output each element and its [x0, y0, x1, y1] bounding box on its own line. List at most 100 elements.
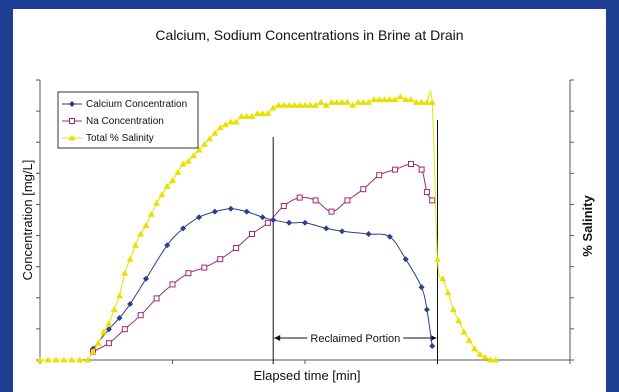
point-salinity [434, 255, 441, 262]
point-sodium [429, 197, 436, 204]
point-salinity [179, 160, 187, 167]
point-salinity [222, 121, 229, 128]
point-calcium [211, 208, 218, 215]
point-salinity [211, 129, 219, 136]
point-salinity [253, 110, 261, 117]
point-calcium [339, 228, 346, 235]
point-salinity [449, 306, 457, 313]
point-salinity [375, 96, 383, 103]
legend-label-calcium: Calcium Concentration [86, 99, 187, 110]
point-salinity [428, 98, 436, 105]
point-sodium [105, 340, 112, 347]
point-salinity [333, 98, 341, 105]
point-salinity [285, 101, 293, 108]
point-calcium [286, 219, 293, 226]
legend-marker-calcium [69, 101, 75, 107]
point-calcium [302, 219, 308, 226]
point-salinity [301, 101, 309, 108]
series-layer [36, 90, 500, 363]
reclaimed-arrowhead-left [274, 335, 281, 341]
point-salinity [206, 135, 214, 142]
chart-title: Calcium, Sodium Concentrations in Brine … [155, 27, 464, 43]
point-salinity [126, 255, 134, 262]
point-calcium [127, 301, 134, 307]
point-salinity [349, 101, 357, 108]
point-calcium [180, 225, 187, 232]
legend-marker-salinity [68, 134, 76, 141]
point-salinity [121, 269, 129, 276]
point-sodium [280, 203, 287, 209]
point-salinity [481, 353, 489, 360]
point-salinity [44, 356, 52, 363]
point-calcium [116, 315, 123, 321]
point-salinity [476, 350, 484, 357]
point-salinity [402, 96, 410, 103]
legend-marker-sodium [69, 118, 75, 124]
point-salinity [418, 98, 426, 105]
point-sodium [233, 245, 240, 251]
point-calcium [196, 214, 202, 221]
reclaimed-arrowhead-right [430, 335, 437, 341]
point-salinity [116, 292, 123, 299]
point-sodium [217, 256, 224, 263]
point-salinity [492, 356, 500, 363]
point-salinity [306, 101, 314, 108]
point-salinity [280, 101, 288, 108]
point-calcium [402, 256, 409, 263]
point-salinity [190, 152, 198, 159]
point-calcium [429, 343, 436, 349]
point-salinity [365, 98, 373, 105]
reclaimed-portion: Reclaimed Portion [272, 120, 438, 364]
point-salinity [407, 96, 415, 103]
point-salinity [137, 230, 145, 237]
point-sodium [312, 197, 319, 204]
y-ticks-left [36, 79, 40, 361]
point-calcium [164, 242, 171, 249]
point-calcium [386, 233, 393, 240]
y-axis-label: Concentration [mg/L] [20, 160, 35, 281]
point-calcium [423, 306, 430, 313]
point-sodium [376, 172, 383, 179]
point-salinity [460, 328, 468, 335]
point-salinity [142, 222, 150, 229]
point-calcium [365, 231, 372, 237]
point-salinity [259, 110, 267, 117]
point-salinity [296, 101, 304, 108]
point-salinity [264, 110, 272, 117]
point-salinity [52, 356, 60, 363]
point-salinity [338, 98, 346, 105]
point-sodium [249, 231, 255, 237]
legend-box [57, 91, 199, 149]
point-salinity [105, 320, 113, 327]
point-salinity [100, 328, 108, 335]
point-salinity [68, 356, 76, 363]
point-salinity [184, 157, 192, 164]
point-salinity [322, 101, 330, 108]
point-salinity [195, 146, 203, 153]
point-salinity [444, 289, 452, 296]
point-salinity [471, 345, 479, 352]
reclaimed-portion-label: Reclaimed Portion [310, 333, 400, 345]
point-salinity [94, 339, 102, 346]
point-sodium [296, 194, 303, 201]
point-salinity [370, 96, 378, 103]
point-calcium [418, 284, 425, 291]
point-salinity [76, 356, 84, 363]
point-sodium [344, 197, 351, 204]
point-salinity [381, 96, 388, 103]
point-salinity [439, 275, 447, 282]
point-salinity [391, 96, 399, 103]
point-salinity [169, 177, 176, 184]
point-salinity [131, 241, 139, 248]
point-salinity [354, 98, 362, 105]
point-sodium [169, 281, 176, 288]
series-line-sodium [92, 163, 433, 353]
point-sodium [392, 166, 399, 173]
point-salinity [147, 210, 155, 217]
point-calcium [323, 225, 330, 232]
point-salinity [227, 118, 235, 125]
y2-ticks-right [570, 79, 574, 361]
point-salinity [84, 356, 92, 363]
point-salinity [232, 118, 240, 125]
